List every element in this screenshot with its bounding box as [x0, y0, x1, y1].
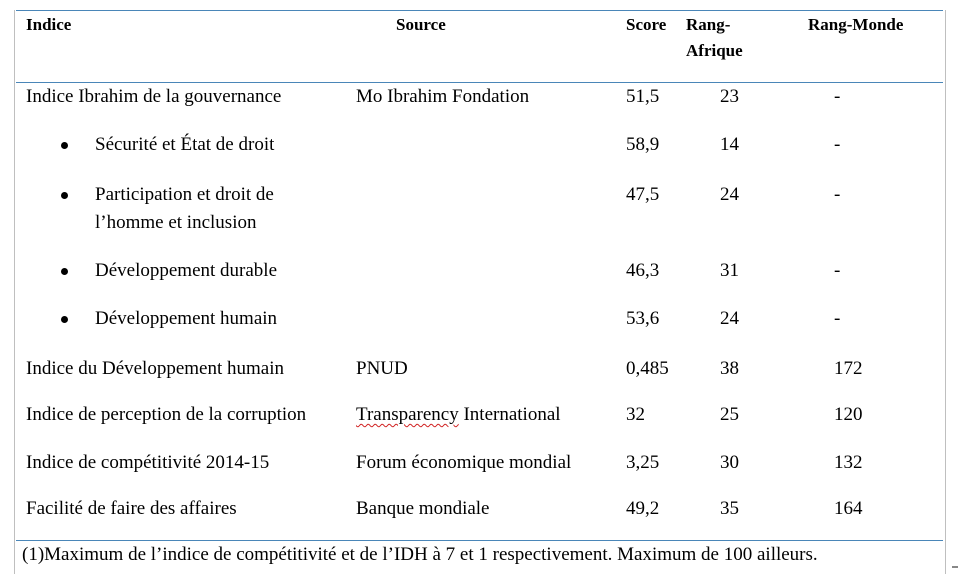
cell-source: Banque mondiale: [356, 498, 490, 519]
resize-handle[interactable]: [952, 566, 958, 568]
footnote: (1)Maximum de l’indice de compétitivité …: [22, 544, 818, 565]
spellcheck-word[interactable]: Transparency: [356, 404, 459, 425]
cell-rang-afrique: 14: [720, 134, 739, 155]
cell-rang-monde: 120: [834, 404, 863, 425]
cell-rang-monde: 132: [834, 452, 863, 473]
bullet-icon: [61, 142, 68, 149]
table-frame: [14, 10, 946, 574]
cell-score: 51,5: [626, 86, 660, 107]
header-rule: [16, 82, 943, 83]
cell-rang-afrique: 38: [720, 358, 739, 379]
cell-source: Forum économique mondial: [356, 452, 572, 473]
source-rest: International: [458, 404, 561, 425]
cell-indice: Indice Ibrahim de la gouvernance: [26, 86, 282, 107]
cell-rang-afrique: 30: [720, 452, 739, 473]
cell-rang-afrique: 23: [720, 86, 739, 107]
cell-indice: Facilité de faire des affaires: [26, 498, 237, 519]
cell-indice: Développement humain: [95, 308, 278, 329]
header-score: Score: [626, 15, 667, 34]
cell-rang-monde: 164: [834, 498, 863, 519]
cell-rang-afrique: 31: [720, 260, 739, 281]
cell-score: 0,485: [626, 358, 669, 379]
cell-indice: Sécurité et État de droit: [95, 134, 275, 155]
header-source: Source: [396, 15, 446, 34]
cell-indice: Indice du Développement humain: [26, 358, 285, 379]
bullet-icon: [61, 268, 68, 275]
bullet-icon: [61, 316, 68, 323]
cell-rang-monde: 172: [834, 358, 863, 379]
cell-rang-afrique: 24: [720, 184, 739, 205]
cell-indice-line2: l’homme et inclusion: [95, 212, 257, 233]
cell-rang-afrique: 35: [720, 498, 739, 519]
cell-source: Mo Ibrahim Fondation: [356, 86, 530, 107]
cell-indice-line1: Participation et droit de: [95, 184, 274, 205]
cell-rang-monde: -: [834, 184, 841, 205]
cell-score: 3,25: [626, 452, 660, 473]
header-rang-monde: Rang-Monde: [808, 15, 904, 34]
cell-score: 46,3: [626, 260, 660, 281]
bottom-rule: [16, 540, 943, 541]
cell-source: Transparency International: [356, 401, 561, 429]
cell-indice: Indice de compétitivité 2014-15: [26, 452, 270, 473]
cell-source: PNUD: [356, 358, 408, 379]
header-indice: Indice: [26, 15, 72, 34]
cell-rang-monde: -: [834, 308, 841, 329]
bullet-icon: [61, 192, 68, 199]
cell-score: 49,2: [626, 498, 660, 519]
cell-rang-afrique: 24: [720, 308, 739, 329]
top-rule: [16, 10, 943, 11]
header-rang-afrique-line2: Afrique: [686, 41, 743, 60]
cell-score: 53,6: [626, 308, 660, 329]
cell-score: 32: [626, 404, 645, 425]
cell-rang-afrique: 25: [720, 404, 739, 425]
cell-score: 47,5: [626, 184, 660, 205]
cell-indice: Développement durable: [95, 260, 278, 281]
cell-indice: Indice de perception de la corruption: [26, 404, 307, 425]
cell-rang-monde: -: [834, 260, 841, 281]
cell-rang-monde: -: [834, 86, 841, 107]
header-rang-afrique-line1: Rang-: [686, 15, 731, 34]
cell-rang-monde: -: [834, 134, 841, 155]
cell-score: 58,9: [626, 134, 660, 155]
